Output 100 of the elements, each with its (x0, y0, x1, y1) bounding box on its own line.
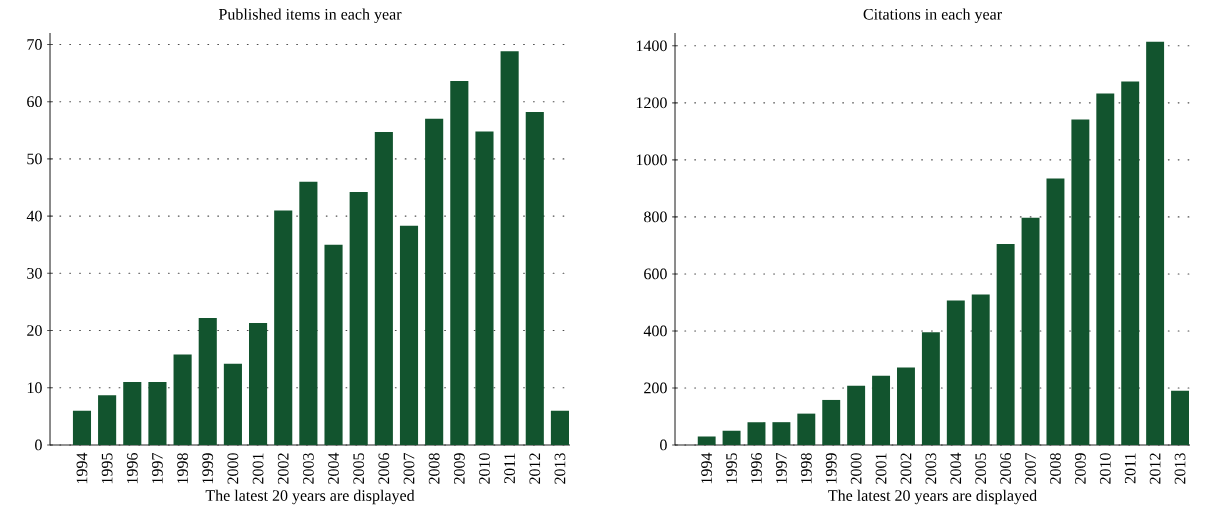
x-tick-label: 1999 (825, 453, 837, 484)
x-tick-label: 1995 (101, 453, 113, 484)
y-tick-label: 70 (27, 39, 42, 50)
y-tick-label: 30 (27, 267, 42, 279)
bar (123, 382, 142, 445)
x-axis-title: The latest 20 years are displayed (828, 489, 1037, 505)
x-tick-label: 2004 (950, 452, 962, 484)
bar (897, 367, 915, 445)
y-tick-label: 600 (644, 268, 667, 280)
bar (349, 192, 368, 445)
bar (822, 399, 841, 445)
x-tick-label: 2011 (504, 453, 516, 484)
bar (500, 51, 519, 445)
x-tick-label: 2000 (227, 453, 239, 484)
bar (198, 317, 217, 445)
x-tick-label: 1999 (202, 453, 214, 484)
bar (971, 294, 990, 445)
x-tick-label: 2006 (1000, 453, 1012, 484)
x-tick-label: 2007 (403, 453, 415, 484)
x-tick-label: 2010 (1099, 453, 1111, 484)
bar (223, 363, 242, 445)
bar (747, 422, 766, 445)
bar (148, 382, 167, 445)
bar (173, 354, 192, 445)
x-tick-label: 2006 (378, 453, 390, 484)
bar (1146, 41, 1165, 445)
bar (996, 243, 1015, 445)
x-tick-label: 1998 (177, 453, 188, 484)
y-tick-label: 0 (35, 439, 42, 451)
chart-title: Published items in each year (218, 8, 402, 23)
x-tick-label: 2003 (925, 453, 937, 484)
chart-title: Citations in each year (863, 8, 1002, 23)
y-tick-label: 20 (27, 325, 42, 336)
x-tick-label: 2008 (1050, 453, 1061, 484)
bar (921, 332, 940, 445)
x-tick-label: 2001 (875, 453, 887, 484)
x-tick-label: 2012 (529, 453, 541, 484)
y-tick-label: 1400 (636, 40, 667, 52)
bar (1121, 81, 1140, 445)
x-tick-label: 2011 (1124, 453, 1136, 484)
bar (425, 118, 444, 445)
x-tick-label: 2000 (850, 453, 862, 484)
bar (475, 131, 494, 445)
x-tick-label: 2005 (353, 453, 365, 484)
y-tick-label: 1200 (636, 97, 667, 109)
y-tick-label: 50 (27, 153, 42, 165)
bar (847, 385, 866, 445)
y-tick-label: 200 (644, 382, 667, 394)
x-tick-label: 2008 (428, 453, 440, 484)
bar (1096, 93, 1115, 445)
x-axis-title: The latest 20 years are displayed (205, 489, 415, 505)
bar (872, 375, 891, 445)
x-tick-label: 1994 (76, 452, 88, 484)
bar (324, 244, 343, 445)
x-tick-label: 1996 (126, 453, 138, 484)
bar (249, 323, 268, 445)
x-tick-label: 2003 (302, 453, 314, 484)
x-tick-label: 2013 (1174, 453, 1186, 484)
bar (1171, 390, 1189, 445)
bar (797, 413, 816, 445)
bar (946, 300, 965, 445)
y-tick-label: 400 (643, 325, 667, 337)
x-tick-label: 2010 (479, 453, 490, 484)
x-tick-label: 2001 (252, 453, 264, 484)
bar (550, 410, 569, 445)
bar (299, 181, 318, 445)
x-tick-label: 2009 (453, 453, 465, 484)
y-tick-label: 40 (26, 210, 42, 222)
x-tick-label: 1997 (152, 453, 163, 484)
x-tick-label: 2002 (277, 453, 289, 484)
bar (722, 430, 741, 445)
x-tick-label: 1998 (800, 453, 812, 484)
y-tick-label: 0 (660, 439, 667, 451)
bar (1071, 119, 1090, 445)
x-tick-label: 2007 (1025, 453, 1036, 484)
bar (374, 132, 393, 445)
x-tick-label: 2005 (975, 453, 987, 484)
bar (274, 210, 293, 445)
x-tick-label: 2009 (1074, 453, 1086, 484)
x-tick-label: 2013 (554, 453, 566, 484)
x-tick-label: 1994 (701, 452, 713, 484)
x-tick-label: 1997 (776, 453, 787, 484)
x-tick-label: 1995 (726, 453, 737, 484)
bar (1046, 178, 1065, 445)
bar (399, 225, 419, 445)
bar (1021, 217, 1040, 445)
bar (72, 410, 92, 445)
x-tick-label: 2004 (328, 452, 339, 484)
bar (525, 111, 544, 445)
bar (98, 395, 117, 445)
bar (697, 436, 716, 445)
y-tick-label: 800 (644, 211, 667, 223)
x-tick-label: 2012 (1149, 453, 1161, 484)
bar (450, 81, 469, 445)
y-tick-label: 60 (27, 96, 42, 108)
y-tick-label: 10 (27, 382, 42, 394)
y-tick-label: 1000 (636, 154, 667, 166)
x-tick-label: 2002 (900, 453, 912, 484)
bar (772, 422, 791, 445)
x-tick-label: 1996 (751, 453, 762, 484)
